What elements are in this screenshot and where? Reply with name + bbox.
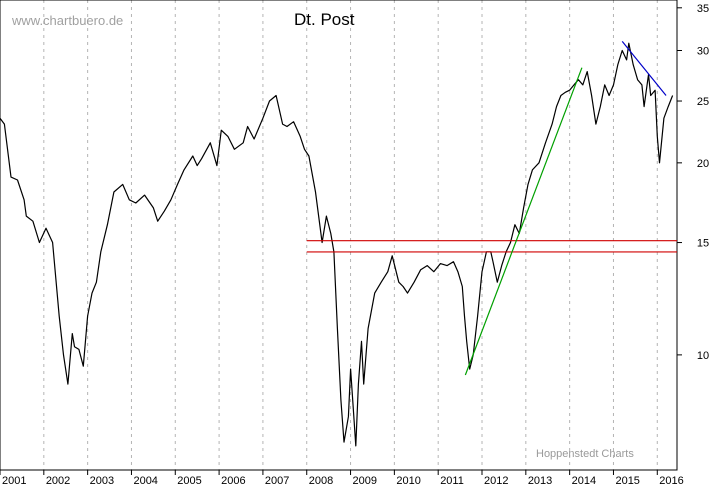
credit-text: Hoppenstedt Charts — [536, 448, 634, 460]
x-tick-label-2005: 2005 — [177, 475, 201, 487]
x-tick-label-2007: 2007 — [265, 475, 289, 487]
chart-title: Dt. Post — [294, 10, 355, 29]
x-tick-label-2015: 2015 — [615, 475, 639, 487]
x-tick-label-2009: 2009 — [353, 475, 377, 487]
grid-layer — [43, 0, 658, 470]
y-tick-label-35: 35 — [697, 3, 709, 15]
downtrend-line — [621, 41, 667, 96]
x-tick-label-2006: 2006 — [221, 475, 245, 487]
x-tick-label-2010: 2010 — [396, 475, 420, 487]
x-tick-label-2002: 2002 — [46, 475, 70, 487]
x-tick-label-2016: 2016 — [659, 475, 683, 487]
x-tick-label-2008: 2008 — [309, 475, 333, 487]
y-tick-label-15: 15 — [697, 238, 709, 250]
x-tick-layer: 2001 2002 2003 2004 2005 2006 2007 2008 2009 2010… — [0, 470, 684, 487]
y-tick-label-25: 25 — [697, 96, 709, 108]
x-tick-label-2001: 2001 — [2, 475, 26, 487]
uptrend-line — [464, 67, 583, 376]
y-tick-layer: 10 15 20 25 30 35 — [677, 3, 709, 362]
x-tick-label-2011: 2011 — [440, 475, 464, 487]
watermark-text: www.chartbuero.de — [11, 13, 123, 28]
x-tick-label-2013: 2013 — [528, 475, 552, 487]
trendline-layer — [306, 41, 677, 376]
x-tick-label-2012: 2012 — [484, 475, 508, 487]
x-tick-label-2003: 2003 — [90, 475, 114, 487]
y-tick-label-10: 10 — [697, 350, 709, 362]
price-series-line — [0, 42, 674, 447]
x-tick-label-2004: 2004 — [133, 475, 157, 487]
x-tick-label-2014: 2014 — [572, 475, 596, 487]
y-tick-label-30: 30 — [697, 46, 709, 58]
y-tick-label-20: 20 — [697, 158, 709, 170]
series-layer — [0, 42, 674, 447]
